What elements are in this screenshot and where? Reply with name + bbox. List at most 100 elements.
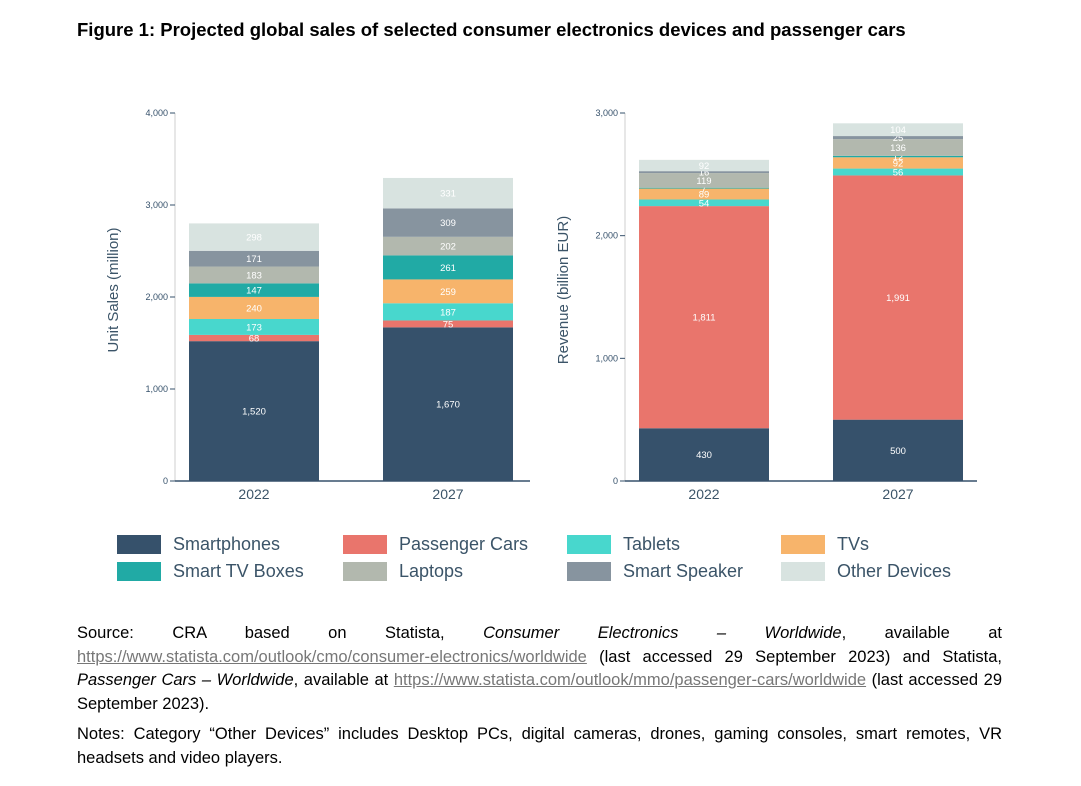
legend-item-smart-tv-boxes: Smart TV Boxes — [117, 559, 304, 583]
bar-segment-smart-tv-boxes — [383, 255, 513, 280]
data-label: 89 — [699, 190, 710, 201]
bar-segment-tvs — [189, 296, 319, 319]
data-label: 54 — [699, 198, 710, 209]
y-axis-title: Revenue (billion EUR) — [555, 216, 572, 364]
source-title-consumer-electronics: Consumer Electronics – Worldwide — [483, 624, 842, 642]
legend-swatch — [781, 561, 825, 581]
legend-item-tablets: Tablets — [567, 532, 680, 556]
charts-canvas: 0 1,000 2,000 3,000 4,000 Unit Sales (million… — [105, 108, 977, 502]
legend-swatch — [781, 534, 825, 554]
data-label: 56 — [893, 168, 904, 179]
legend-label: Passenger Cars — [399, 533, 529, 554]
bar-segment-laptops — [639, 173, 769, 188]
data-label: 1,991 — [886, 293, 910, 304]
bar-segment-smartphones — [383, 327, 513, 481]
data-label: 16 — [699, 168, 710, 179]
legend-item-tvs: TVs — [781, 532, 869, 556]
data-label: 119 — [696, 176, 711, 187]
data-label: 68 — [249, 334, 260, 345]
bar-segment-smart-speaker — [189, 250, 319, 267]
data-label: 1,811 — [692, 313, 715, 324]
y-tick-label: 1,000 — [595, 353, 618, 363]
bar-segment-passenger-cars — [833, 175, 963, 420]
data-label: 261 — [440, 263, 456, 274]
bar-segment-smart-tv-boxes — [189, 283, 319, 297]
data-label: 331 — [440, 189, 456, 200]
data-label: 12 — [893, 152, 904, 163]
bar-segment-smart-tv-boxes — [833, 155, 963, 158]
data-label: 92 — [699, 161, 710, 172]
bar-segment-smartphones — [189, 341, 319, 481]
source-title-passenger-cars: Passenger Cars – Worldwide — [77, 671, 294, 689]
y-tick-label: 4,000 — [145, 108, 168, 118]
y-tick-label: 0 — [613, 476, 618, 486]
bar-segment-smart-speaker — [833, 136, 963, 140]
legend-swatch — [117, 561, 161, 581]
source-link-passenger-cars[interactable]: https://www.statista.com/outlook/mmo/pas… — [393, 671, 867, 689]
bar-segment-smart-speaker — [383, 208, 513, 237]
bar-segment-other-devices — [189, 223, 319, 251]
bar-segment-laptops — [383, 236, 513, 256]
bar-segment-tablets — [639, 199, 769, 207]
bar-segment-tvs — [639, 188, 769, 200]
data-label: 173 — [246, 322, 262, 333]
source-notes: Source: CRA based on Statista, Consumer … — [77, 622, 1002, 777]
bar-segment-other-devices — [833, 123, 963, 137]
data-label: 147 — [246, 286, 262, 297]
data-label: 187 — [440, 307, 456, 318]
x-tick-label: 2027 — [882, 486, 913, 502]
bar-segment-passenger-cars — [639, 206, 769, 429]
source-mid-3: , available at — [293, 671, 394, 689]
y-tick-label: 2,000 — [595, 231, 618, 241]
data-label: 1,520 — [242, 407, 266, 418]
x-tick-label: 2022 — [238, 486, 269, 502]
bar-segment-passenger-cars — [383, 320, 513, 328]
legend-label: Smart TV Boxes — [173, 560, 304, 581]
legend-item-smartphones: Smartphones — [117, 532, 280, 556]
legend-item-smart-speaker: Smart Speaker — [567, 559, 743, 583]
legend-label: Other Devices — [837, 560, 952, 581]
y-tick-label: 0 — [163, 476, 168, 486]
legend-label: Laptops — [399, 560, 464, 581]
legend-swatch — [567, 534, 611, 554]
y-tick-label: 2,000 — [145, 292, 168, 302]
x-tick-label: 2027 — [432, 486, 463, 502]
data-label: 25 — [893, 133, 904, 144]
legend-label: Smartphones — [173, 533, 281, 554]
legend-swatch — [117, 534, 161, 554]
data-label: 183 — [246, 270, 262, 281]
source-prefix: Source: CRA based on Statista, — [77, 624, 484, 642]
x-tick-label: 2022 — [688, 486, 719, 502]
legend-swatch — [343, 534, 387, 554]
source-mid-1: , available at — [841, 624, 1002, 642]
data-label: 259 — [440, 287, 456, 298]
bar-segment-smartphones — [639, 428, 769, 481]
bar-segment-other-devices — [383, 177, 513, 209]
bar-segment-smart-speaker — [639, 171, 769, 174]
legend-item-laptops: Laptops — [343, 559, 463, 583]
source-suffix: (last accessed 29 September 2023). — [77, 671, 1003, 713]
data-label: 171 — [246, 254, 262, 265]
figure-title: Figure 1: Projected global sales of sele… — [77, 19, 906, 40]
source-text: Source: CRA based on Statista, Consumer … — [77, 622, 1002, 716]
y-tick-label: 3,000 — [145, 200, 168, 210]
data-label: 92 — [893, 158, 904, 169]
bar-segment-smart-tv-boxes — [639, 187, 769, 189]
bar-segment-tablets — [833, 168, 963, 176]
data-label: 136 — [890, 143, 906, 154]
bar-segment-other-devices — [639, 159, 769, 172]
data-label: 500 — [890, 446, 906, 457]
source-link-consumer-electronics[interactable]: https://www.statista.com/outlook/cmo/con… — [77, 647, 587, 666]
data-label: 202 — [440, 242, 456, 253]
legend-label: Tablets — [623, 533, 681, 554]
data-label: 298 — [246, 233, 262, 244]
bar-segment-laptops — [189, 266, 319, 284]
data-label: 240 — [246, 303, 262, 314]
bar-segment-passenger-cars — [189, 334, 319, 342]
y-axis-title: Unit Sales (million) — [105, 227, 122, 352]
y-tick-label: 1,000 — [145, 384, 168, 394]
bar-segment-smartphones — [833, 419, 963, 481]
legend-item-other-devices: Other Devices — [781, 559, 951, 583]
bar-segment-tablets — [189, 318, 319, 335]
bar-segment-tablets — [383, 303, 513, 321]
